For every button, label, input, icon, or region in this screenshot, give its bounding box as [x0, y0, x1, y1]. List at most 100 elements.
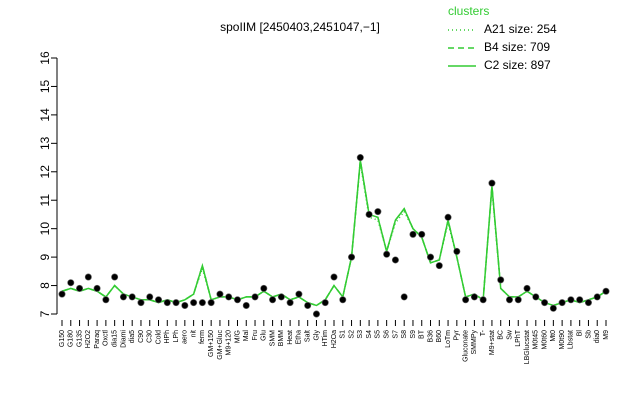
x-tick-label: S7 — [392, 330, 399, 339]
y-tick-label: 14 — [38, 108, 52, 122]
x-tick-label: S6 — [383, 330, 390, 339]
data-point — [111, 273, 119, 281]
data-point — [523, 284, 531, 292]
data-point — [558, 299, 566, 307]
data-point — [453, 247, 461, 255]
x-tick-label: ferm — [199, 330, 206, 344]
data-point — [479, 296, 487, 304]
data-point — [155, 296, 163, 304]
x-tick-label: LPhT — [515, 329, 522, 346]
data-point — [84, 273, 92, 281]
x-tick-label: M0t45 — [533, 330, 540, 350]
y-tick-label: 12 — [38, 165, 52, 179]
x-tick-label: SMMPy — [471, 330, 478, 355]
x-tick-label: C30 — [147, 330, 154, 343]
data-point — [304, 301, 312, 309]
legend-title: clusters — [448, 4, 489, 18]
x-tick-label: T- — [480, 329, 487, 336]
x-tick-label: Gly — [313, 330, 320, 341]
x-tick-label: Pyr — [454, 329, 461, 340]
x-tick-label: dia5 — [129, 330, 136, 343]
x-tick-label: S9 — [410, 330, 417, 339]
data-point — [321, 299, 329, 307]
x-tick-label: Gluconate — [462, 330, 469, 362]
x-tick-label: BT — [419, 329, 426, 339]
x-tick-label: M9+120 — [226, 330, 233, 356]
data-point — [233, 296, 241, 304]
x-tick-label: GM+150 — [208, 330, 215, 357]
data-point — [427, 253, 435, 261]
data-point — [251, 293, 259, 301]
x-tick-label: nit — [190, 330, 197, 337]
x-tick-label: H2O2 — [85, 330, 92, 348]
data-point — [356, 154, 364, 162]
data-point — [312, 310, 320, 318]
y-tick-label: 8 — [38, 282, 52, 289]
x-tick-label: Sb — [585, 330, 592, 339]
data-point — [497, 276, 505, 284]
series-line — [61, 160, 607, 307]
data-point — [242, 301, 250, 309]
data-point — [365, 210, 373, 218]
data-point — [593, 293, 601, 301]
data-point — [567, 296, 575, 304]
x-tick-label: LoTm — [445, 330, 452, 348]
data-point — [207, 299, 215, 307]
data-point — [295, 290, 303, 298]
x-tick-label: Bl — [577, 330, 584, 337]
data-point — [137, 299, 145, 307]
chart-title: spoIIM [2450403,2451047,−1] — [220, 20, 380, 34]
data-point — [444, 213, 452, 221]
data-point — [102, 296, 110, 304]
y-tick-label: 10 — [38, 222, 52, 236]
x-tick-label: S8 — [401, 330, 408, 339]
x-tick-label: Lbstat — [568, 330, 575, 349]
data-point — [225, 293, 233, 301]
y-tick-label: 11 — [38, 194, 52, 207]
x-tick-label: LPh — [173, 330, 180, 343]
x-tick-label: aero — [182, 330, 189, 344]
data-point — [330, 273, 338, 281]
x-tick-label: Mt0 — [550, 330, 557, 342]
x-tick-label: Sw — [506, 329, 513, 340]
x-tick-label: Salt — [305, 330, 312, 342]
x-tick-label: Cold — [155, 330, 162, 345]
x-tick-label: BMM — [278, 330, 285, 347]
data-point — [514, 296, 522, 304]
data-point — [348, 253, 356, 261]
data-point — [541, 299, 549, 307]
series-line — [61, 163, 607, 307]
data-point — [470, 293, 478, 301]
x-tick-label: C90 — [138, 330, 145, 343]
x-tick-label: GM+Gluc — [217, 330, 224, 360]
x-tick-label: G150 — [59, 330, 66, 347]
x-tick-label: M0t90 — [559, 330, 566, 350]
y-tick-label: 13 — [38, 136, 52, 150]
x-tick-label: S2 — [348, 330, 355, 339]
data-point — [435, 262, 443, 270]
x-tick-label: Oxctl — [103, 330, 110, 346]
data-point — [128, 293, 136, 301]
data-point — [505, 296, 513, 304]
x-tick-label: Glu — [261, 330, 268, 341]
x-tick-label: BC — [498, 330, 505, 340]
x-tick-label: LBGlucstat — [524, 330, 531, 364]
data-point — [286, 299, 294, 307]
x-tick-label: G135 — [76, 330, 83, 347]
data-point — [190, 299, 198, 307]
data-point — [216, 290, 224, 298]
legend-label: A21 size: 254 — [484, 22, 557, 36]
data-point — [93, 284, 101, 292]
x-tick-label: M0t60 — [541, 330, 548, 350]
y-tick-label: 9 — [38, 253, 52, 260]
x-tick-label: Heat — [287, 330, 294, 345]
data-point — [383, 250, 391, 258]
data-point — [119, 293, 127, 301]
data-point — [418, 230, 426, 238]
x-tick-label: S1 — [340, 330, 347, 339]
data-point — [576, 296, 584, 304]
series-line — [61, 160, 607, 307]
x-tick-label: dia15 — [111, 330, 118, 347]
data-point — [76, 284, 84, 292]
